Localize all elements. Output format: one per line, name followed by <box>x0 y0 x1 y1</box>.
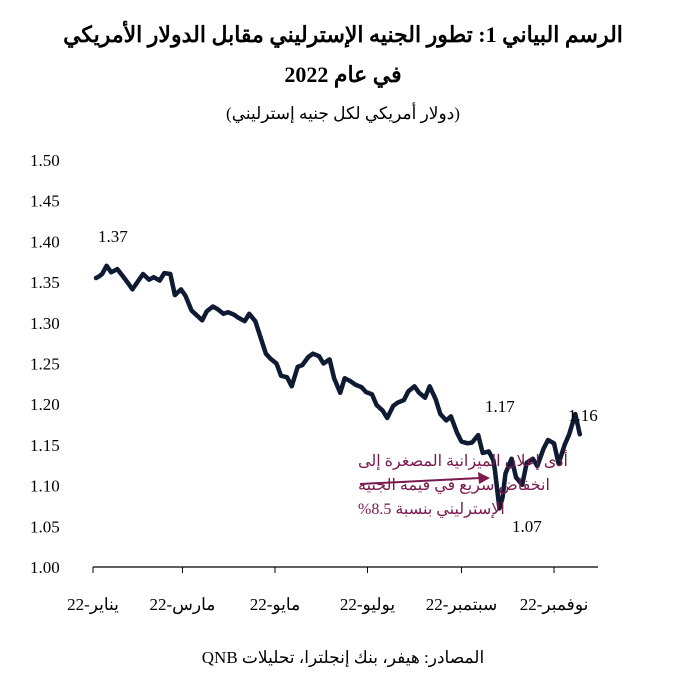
label-low-value: 1.07 <box>512 517 542 536</box>
y-tick-label: 1.35 <box>30 273 60 292</box>
source-note: المصادر: هيفر، بنك إنجلترا، تحليلات QNB <box>201 648 485 667</box>
x-tick-label: نوفمبر-22 <box>520 595 589 615</box>
y-tick-label: 1.15 <box>30 436 60 455</box>
y-axis: 1.00 1.05 1.10 1.15 1.20 1.25 1.30 1.35 1.40 1.45… <box>30 151 60 577</box>
x-tick-label: مارس-22 <box>150 595 216 615</box>
annotation-line-3: الإسترليني بنسبة 8.5% <box>358 501 505 518</box>
series-line-gbp-usd <box>93 263 583 511</box>
x-axis: يناير-22 مارس-22 مايو-22 يوليو-22 سبتمبر-22 ن… <box>67 566 598 615</box>
annotation-arrow-line <box>359 477 481 485</box>
label-sep-value: 1.17 <box>485 397 515 416</box>
y-tick-label: 1.45 <box>30 192 60 211</box>
y-tick-label: 1.40 <box>30 232 60 251</box>
y-tick-label: 1.50 <box>30 151 60 170</box>
y-tick-label: 1.25 <box>30 355 60 374</box>
chart-title-line-2: في عام 2022 <box>284 62 402 87</box>
y-tick-label: 1.20 <box>30 395 60 414</box>
annotation-line-1: أدى إعلان الميزانية المصغرة إلى <box>358 450 568 470</box>
series-layer <box>93 263 583 511</box>
y-tick-label: 1.00 <box>30 558 60 577</box>
x-tick-label: مايو-22 <box>250 595 300 615</box>
label-start-value: 1.37 <box>98 227 128 246</box>
label-end-value: 1.16 <box>568 406 598 425</box>
annotation-arrow-head <box>478 472 490 484</box>
chart-title-line-1: الرسم البياني 1: تطور الجنيه الإسترليني … <box>63 22 623 47</box>
line-chart: 1.00 1.05 1.10 1.15 1.20 1.25 1.30 1.35 1.40 1.45… <box>30 151 598 615</box>
chart-subtitle: (دولار أمريكي لكل جنيه إسترليني) <box>226 104 460 123</box>
y-tick-label: 1.30 <box>30 314 60 333</box>
x-tick-label: يوليو-22 <box>340 595 396 615</box>
x-tick-label: يناير-22 <box>67 595 119 615</box>
y-tick-label: 1.05 <box>30 517 60 536</box>
y-tick-label: 1.10 <box>30 477 60 496</box>
x-tick-label: سبتمبر-22 <box>426 595 498 615</box>
